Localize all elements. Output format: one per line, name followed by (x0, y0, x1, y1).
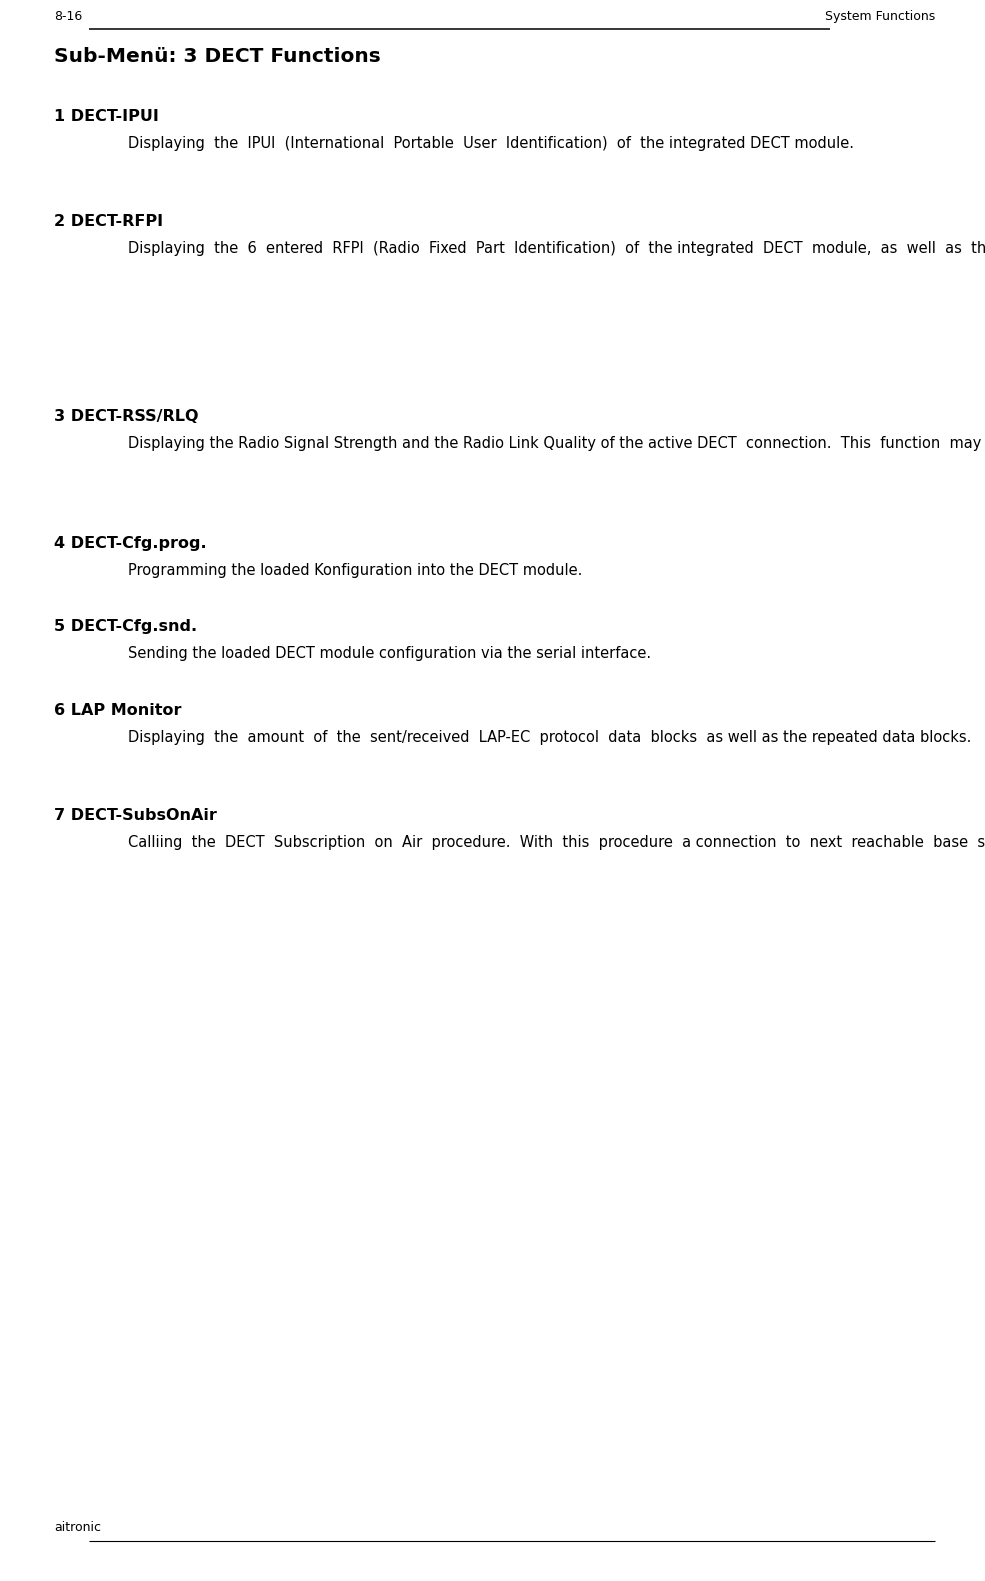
Text: 7 DECT-SubsOnAir: 7 DECT-SubsOnAir (54, 808, 217, 824)
Text: Programming the loaded Konfiguration into the DECT module.: Programming the loaded Konfiguration int… (128, 563, 582, 579)
Text: Displaying  the  6  entered  RFPI  (Radio  Fixed  Part  Identification)  of  the: Displaying the 6 entered RFPI (Radio Fix… (128, 242, 985, 256)
Text: Displaying  the  amount  of  the  sent/received  LAP-EC  protocol  data  blocks : Displaying the amount of the sent/receiv… (128, 729, 971, 745)
Text: 5 DECT-Cfg.snd.: 5 DECT-Cfg.snd. (54, 620, 197, 634)
Text: Sub-Menü: 3 DECT Functions: Sub-Menü: 3 DECT Functions (54, 47, 381, 66)
Text: Displaying  the  IPUI  (International  Portable  User  Identification)  of  the : Displaying the IPUI (International Porta… (128, 136, 854, 152)
Text: 3 DECT-RSS/RLQ: 3 DECT-RSS/RLQ (54, 408, 199, 424)
Text: Displaying the Radio Signal Strength and the Radio Link Quality of the active DE: Displaying the Radio Signal Strength and… (128, 436, 985, 451)
Text: 2 DECT-RFPI: 2 DECT-RFPI (54, 215, 164, 229)
Text: 4 DECT-Cfg.prog.: 4 DECT-Cfg.prog. (54, 536, 207, 552)
Text: Calliing  the  DECT  Subscription  on  Air  procedure.  With  this  procedure  a: Calliing the DECT Subscription on Air pr… (128, 835, 985, 851)
Text: Sending the loaded DECT module configuration via the serial interface.: Sending the loaded DECT module configura… (128, 647, 651, 661)
Text: 8-16: 8-16 (54, 9, 83, 24)
Text: 1 DECT-IPUI: 1 DECT-IPUI (54, 109, 159, 123)
Text: aitronic: aitronic (54, 1521, 101, 1534)
Text: System Functions: System Functions (824, 9, 935, 24)
Text: 6 LAP Monitor: 6 LAP Monitor (54, 702, 181, 718)
